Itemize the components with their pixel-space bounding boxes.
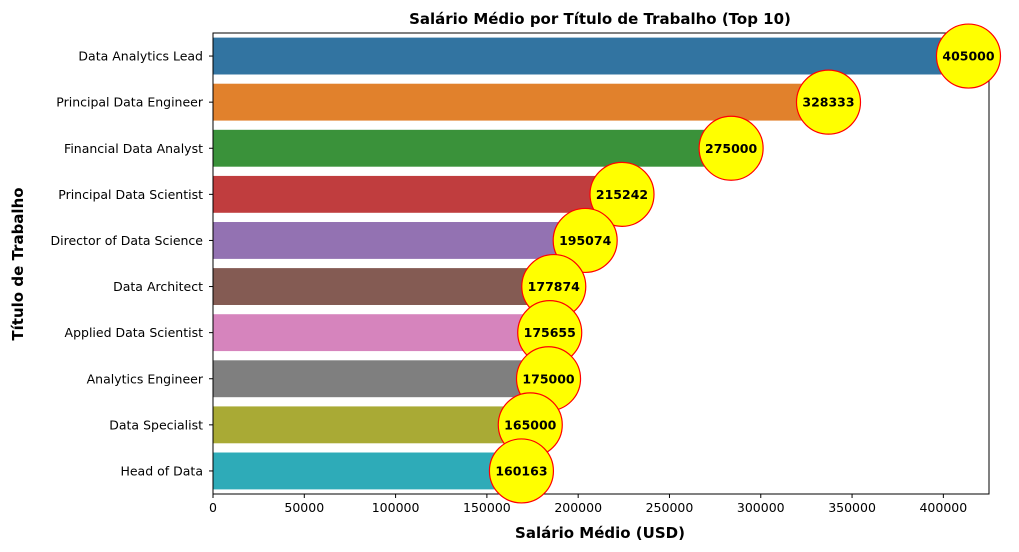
x-tick-label-8: 400000 [919, 500, 967, 515]
chart-title: Salário Médio por Título de Trabalho (To… [409, 10, 791, 28]
y-tick-label-8: Data Specialist [109, 417, 203, 432]
data-label-5: 177874 [528, 279, 580, 294]
y-tick-label-6: Applied Data Scientist [65, 325, 204, 340]
y-tick-label-5: Data Architect [113, 279, 203, 294]
bars-layer [213, 37, 953, 490]
value-marker-4 [552, 207, 618, 274]
value-marker-2 [698, 115, 764, 181]
bar-4 [213, 222, 570, 259]
data-label-6: 175655 [524, 325, 576, 340]
bar-6 [213, 314, 534, 352]
y-tick-label-0: Data Analytics Lead [78, 49, 203, 64]
value-marker-0 [935, 23, 1002, 89]
y-tick-label-4: Director of Data Science [51, 233, 204, 248]
x-tick-label-6: 300000 [737, 500, 785, 515]
x-axis-label: Salário Médio (USD) [515, 524, 685, 542]
x-tick-label-3: 150000 [463, 500, 511, 515]
bar-3 [213, 175, 607, 213]
bar-8 [213, 406, 515, 444]
y-tick-label-1: Principal Data Engineer [56, 95, 204, 110]
data-label-2: 275000 [705, 141, 757, 156]
plot-frame [212, 32, 990, 495]
data-label-4: 195074 [559, 233, 611, 248]
y-axis-label: Título de Trabalho [9, 187, 27, 340]
x-tick-label-2: 100000 [372, 500, 420, 515]
markers-layer: 405000 328333 275000 215242 195074 177874 1756… [488, 23, 1002, 504]
y-tick-label-9: Head of Data [120, 463, 203, 478]
x-tick-label-4: 200000 [554, 500, 602, 515]
bar-1 [213, 83, 813, 121]
x-tick-label-7: 350000 [828, 500, 876, 515]
x-tick-label-5: 250000 [646, 500, 694, 515]
bar-5 [213, 268, 538, 305]
data-label-7: 175000 [522, 371, 574, 386]
y-tick-label-3: Principal Data Scientist [58, 187, 203, 202]
data-label-1: 328333 [802, 95, 854, 110]
value-marker-1 [795, 69, 862, 135]
x-tick-label-0: 0 [209, 500, 217, 515]
bar-2 [213, 129, 716, 167]
y-tick-label-7: Analytics Engineer [87, 371, 204, 386]
y-tick-label-2: Financial Data Analyst [64, 141, 203, 156]
x-tick-label-1: 50000 [284, 500, 324, 515]
data-label-8: 165000 [504, 417, 556, 432]
value-marker-9 [488, 438, 555, 504]
data-label-3: 215242 [596, 187, 648, 202]
data-label-9: 160163 [495, 463, 547, 478]
ticks-layer: Data Analytics Lead Principal Data Engine… [51, 49, 968, 515]
data-label-0: 405000 [942, 49, 994, 64]
bar-9 [213, 452, 506, 490]
bar-0 [213, 37, 953, 75]
bar-7 [213, 360, 533, 398]
value-marker-3 [589, 161, 655, 227]
